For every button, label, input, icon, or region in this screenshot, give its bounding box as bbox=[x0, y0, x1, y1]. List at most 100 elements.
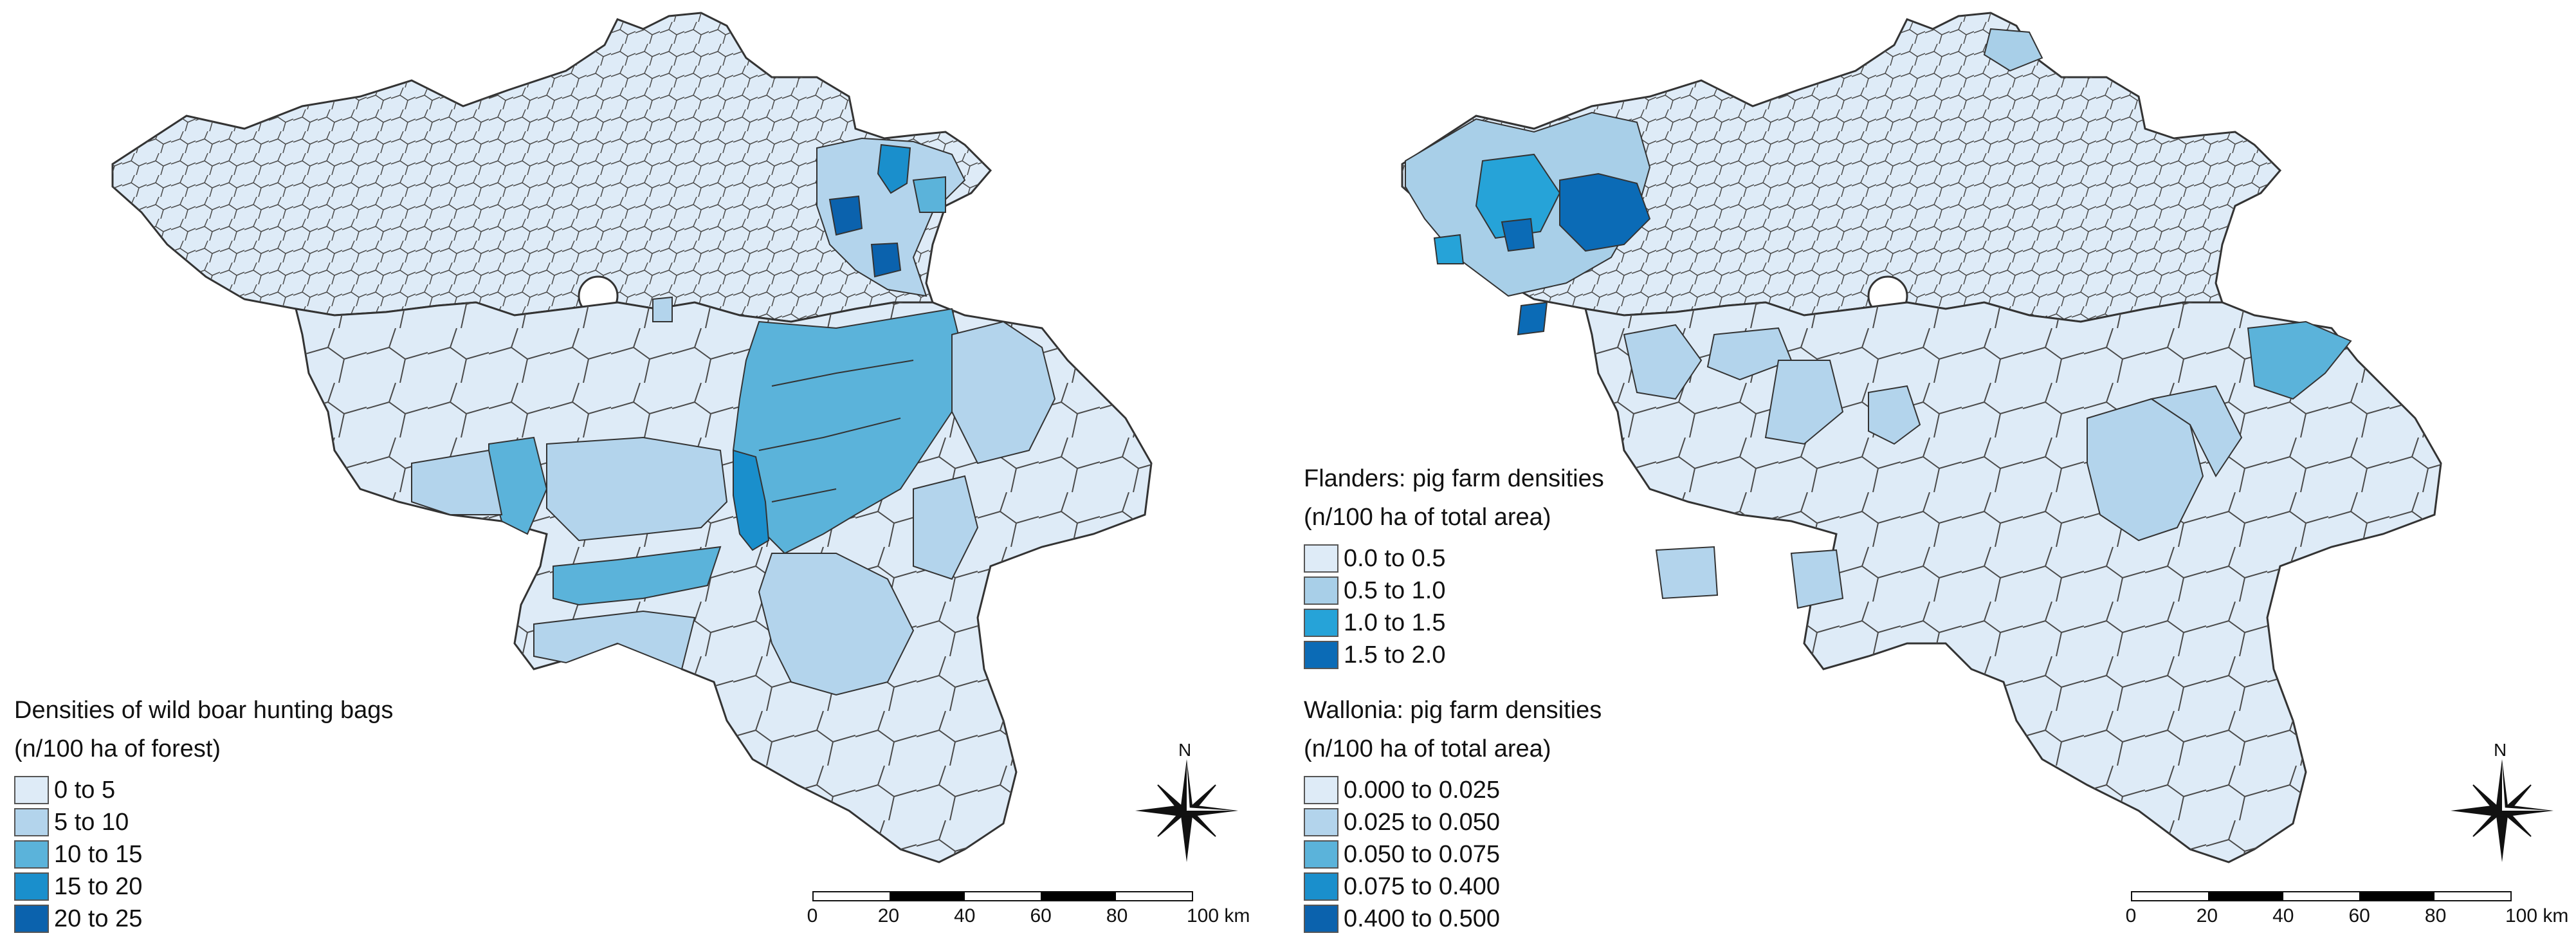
legend-subtitle: (n/100 ha of total area) bbox=[1304, 504, 1551, 531]
legend-swatch bbox=[1304, 641, 1338, 669]
district-15-20-lake bbox=[733, 449, 770, 551]
legend-item: 0.5 to 1.0 bbox=[1304, 575, 1604, 607]
legend-item: 20 to 25 bbox=[14, 903, 393, 935]
legend-label: 1.0 to 1.5 bbox=[1344, 609, 1446, 636]
scale-tick-label: 100 km bbox=[2505, 905, 2569, 926]
compass-rose-icon bbox=[1135, 759, 1238, 862]
legend-swatch bbox=[14, 905, 49, 933]
scale-tick-label: 0 bbox=[807, 905, 818, 926]
district-5-10-a bbox=[411, 449, 503, 515]
wild-boar-map-panel: Densities of wild boar hunting bags (n/1… bbox=[0, 0, 1286, 949]
legend-swatch bbox=[14, 872, 49, 901]
wallonia-0.025-0.050-e bbox=[2150, 385, 2243, 477]
legend-swatch bbox=[1304, 544, 1338, 573]
legend-label: 0.400 to 0.500 bbox=[1344, 905, 1500, 932]
legend-item: 15 to 20 bbox=[14, 871, 393, 903]
legend-label: 0.075 to 0.400 bbox=[1344, 873, 1500, 900]
legend-item: 0 to 5 bbox=[14, 774, 393, 806]
wallonia-0.050-0.075-east bbox=[2247, 320, 2352, 400]
wallonia-0.025-0.050-f bbox=[1868, 385, 1921, 445]
wild-boar-density-map bbox=[111, 12, 1153, 863]
legend-item: 0.075 to 0.400 bbox=[1304, 871, 1602, 903]
legend-subtitle: (n/100 ha of total area) bbox=[1304, 735, 1551, 762]
flanders-1.5-2.0-south bbox=[1517, 301, 1548, 336]
scale-tick-label: 20 bbox=[877, 905, 900, 926]
legend-swatch bbox=[14, 840, 49, 869]
legend-label: 0.050 to 0.075 bbox=[1344, 841, 1500, 868]
legend-label: 0 to 5 bbox=[54, 777, 116, 804]
scale-tick-label: 20 bbox=[2196, 905, 2218, 926]
wallonia-legend: Wallonia: pig farm densities (n/100 ha o… bbox=[1304, 698, 1602, 935]
compass-rose-icon bbox=[2451, 759, 2553, 862]
wallonia-0.025-0.050-h bbox=[1790, 549, 1844, 609]
district-5-10-d bbox=[758, 553, 915, 696]
legend-subtitle: (n/100 ha of forest) bbox=[14, 735, 221, 762]
legend-item: 0.050 to 0.075 bbox=[1304, 838, 1602, 871]
pig-farm-density-map bbox=[1401, 12, 2442, 863]
legend-label: 20 to 25 bbox=[54, 905, 143, 932]
legend-swatch bbox=[1304, 840, 1338, 869]
legend-classes: 0 to 5 5 to 10 10 to 15 15 to 20 20 to 25 bbox=[14, 774, 393, 935]
legend-swatch bbox=[1304, 905, 1338, 933]
flanders-1.0-1.5-west bbox=[1433, 234, 1465, 264]
scale-tick-label: 60 bbox=[1030, 905, 1052, 926]
pig-farm-map-panel: Flanders: pig farm densities (n/100 ha o… bbox=[1290, 0, 2576, 949]
legend-item: 5 to 10 bbox=[14, 806, 393, 838]
legend-item: 0.025 to 0.050 bbox=[1304, 806, 1602, 838]
north-arrow: N bbox=[2447, 740, 2557, 862]
legend-swatch bbox=[1304, 808, 1338, 836]
legend-title: Flanders: pig farm densities bbox=[1304, 465, 1604, 492]
legend-title: Wallonia: pig farm densities bbox=[1304, 697, 1602, 724]
legend-label: 0.0 to 0.5 bbox=[1344, 545, 1446, 572]
flanders-legend: Flanders: pig farm densities (n/100 ha o… bbox=[1304, 466, 1604, 671]
flanders-1.5-2.0-west bbox=[1501, 217, 1535, 252]
legend-title: Densities of wild boar hunting bags bbox=[14, 697, 394, 724]
district-20-25-limburg-a bbox=[828, 195, 863, 236]
scale-bar bbox=[2131, 891, 2512, 901]
scale-bar bbox=[812, 891, 1193, 901]
legend-item: 0.400 to 0.500 bbox=[1304, 903, 1602, 935]
legend-swatch bbox=[14, 808, 49, 836]
legend-swatch bbox=[1304, 576, 1338, 605]
district-20-25-limburg-b bbox=[870, 242, 902, 278]
legend-swatch bbox=[1304, 872, 1338, 901]
scale-tick-label: 0 bbox=[2125, 905, 2137, 926]
wallonia-0.025-0.050-c bbox=[1764, 360, 1844, 445]
district-5-10-limburg bbox=[816, 137, 966, 297]
legend-item: 0.000 to 0.025 bbox=[1304, 774, 1602, 806]
flanders-1.5-2.0-core bbox=[1559, 172, 1651, 252]
legend-classes: 0.000 to 0.025 0.025 to 0.050 0.050 to 0.0… bbox=[1304, 774, 1602, 935]
district-5-10-e bbox=[951, 320, 1056, 465]
legend-label: 10 to 15 bbox=[54, 841, 143, 868]
scale-tick-label: 60 bbox=[2348, 905, 2370, 926]
scale-tick-label: 100 km bbox=[1187, 905, 1250, 926]
legend-item: 10 to 15 bbox=[14, 838, 393, 871]
wallonia-0.025-0.050-g bbox=[1655, 546, 1719, 600]
legend-label: 0.025 to 0.050 bbox=[1344, 809, 1500, 836]
hunting-bag-legend: Densities of wild boar hunting bags (n/1… bbox=[14, 698, 393, 935]
scale-tick-label: 80 bbox=[2424, 905, 2447, 926]
legend-item: 1.0 to 1.5 bbox=[1304, 607, 1604, 639]
scale-tick-label: 80 bbox=[1106, 905, 1128, 926]
legend-label: 0.000 to 0.025 bbox=[1344, 777, 1500, 804]
legend-swatch bbox=[1304, 609, 1338, 637]
district-10-15-limburg bbox=[912, 176, 946, 213]
legend-swatch bbox=[1304, 776, 1338, 804]
legend-swatch bbox=[14, 776, 49, 804]
scale-tick-label: 40 bbox=[954, 905, 976, 926]
district-10-15-south bbox=[553, 546, 722, 606]
wallonia-0.025-0.050-a bbox=[1623, 324, 1703, 400]
north-arrow: N bbox=[1132, 740, 1241, 862]
north-label: N bbox=[1178, 740, 1192, 760]
north-label: N bbox=[2494, 740, 2507, 760]
flanders-1.0-1.5-zone bbox=[1475, 153, 1561, 239]
legend-label: 1.5 to 2.0 bbox=[1344, 641, 1446, 668]
district-5-10-f bbox=[913, 475, 979, 580]
legend-classes: 0.0 to 0.5 0.5 to 1.0 1.0 to 1.5 1.5 to 2.0 bbox=[1304, 542, 1604, 671]
legend-label: 0.5 to 1.0 bbox=[1344, 577, 1446, 604]
legend-item: 0.0 to 0.5 bbox=[1304, 542, 1604, 575]
district-5-10-small bbox=[652, 296, 673, 322]
district-15-20-limburg-a bbox=[877, 143, 911, 194]
district-5-10-c bbox=[533, 610, 696, 670]
scale-tick-label: 40 bbox=[2272, 905, 2294, 926]
